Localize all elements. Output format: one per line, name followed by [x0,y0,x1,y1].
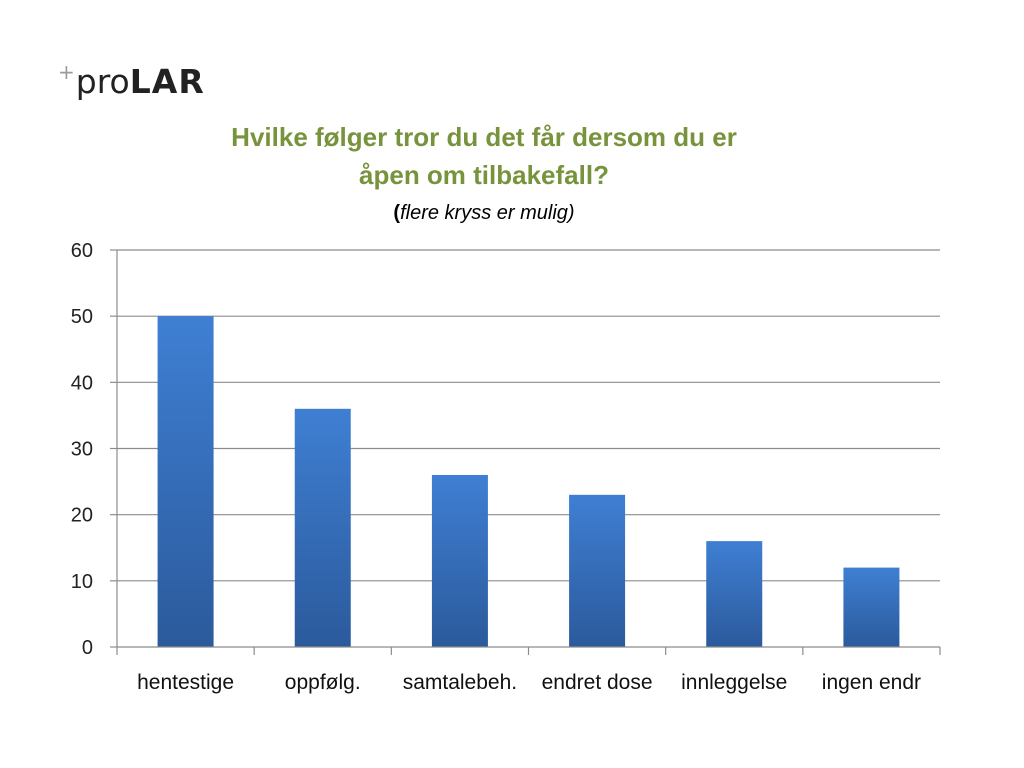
logo-lar: LAR [129,62,205,101]
subtitle-text: flere kryss er mulig) [400,202,575,224]
axes [110,249,941,655]
x-category-label-3: samtalebeh. [403,671,517,694]
gridlines [117,249,940,582]
bar-5 [706,541,763,647]
y-tick-label-20: 20 [71,505,93,527]
y-tick-label-0: 0 [82,637,93,659]
logo-plus: + [58,60,75,84]
x-category-labels: hentestige oppfølg. samtalebeh. endret dose… [137,671,921,694]
logo: +proLAR [58,50,205,104]
bar-3 [431,474,488,647]
logo-pro: pro [75,62,130,101]
x-category-label-5: innleggelse [681,671,787,694]
y-tick-labels: 0 10 20 30 40 50 60 [71,240,93,659]
subtitle-open-paren: ( [393,202,401,224]
y-tick-label-10: 10 [71,571,93,593]
chart-title-line-2: åpen om tilbakefall? [359,160,609,190]
bar-2 [294,408,351,647]
y-tick-label-60: 60 [71,240,93,262]
x-category-label-2: oppfølg. [285,671,361,694]
chart-title: Hvilke følger tror du det får dersom du … [0,118,968,194]
bar-4 [569,494,626,647]
y-tick-label-30: 30 [71,439,93,461]
chart-subtitle: (flere kryss er mulig) [0,199,968,227]
chart-title-line-1: Hvilke følger tror du det får dersom du … [231,122,737,152]
y-tick-label-50: 50 [71,306,93,328]
y-tick-label-40: 40 [71,372,93,394]
bar-6 [843,567,900,647]
x-category-label-4: endret dose [542,671,653,694]
bar-1 [157,316,214,647]
bars [157,316,900,647]
x-category-label-6: ingen endr [822,671,921,694]
x-category-label-1: hentestige [137,671,234,694]
